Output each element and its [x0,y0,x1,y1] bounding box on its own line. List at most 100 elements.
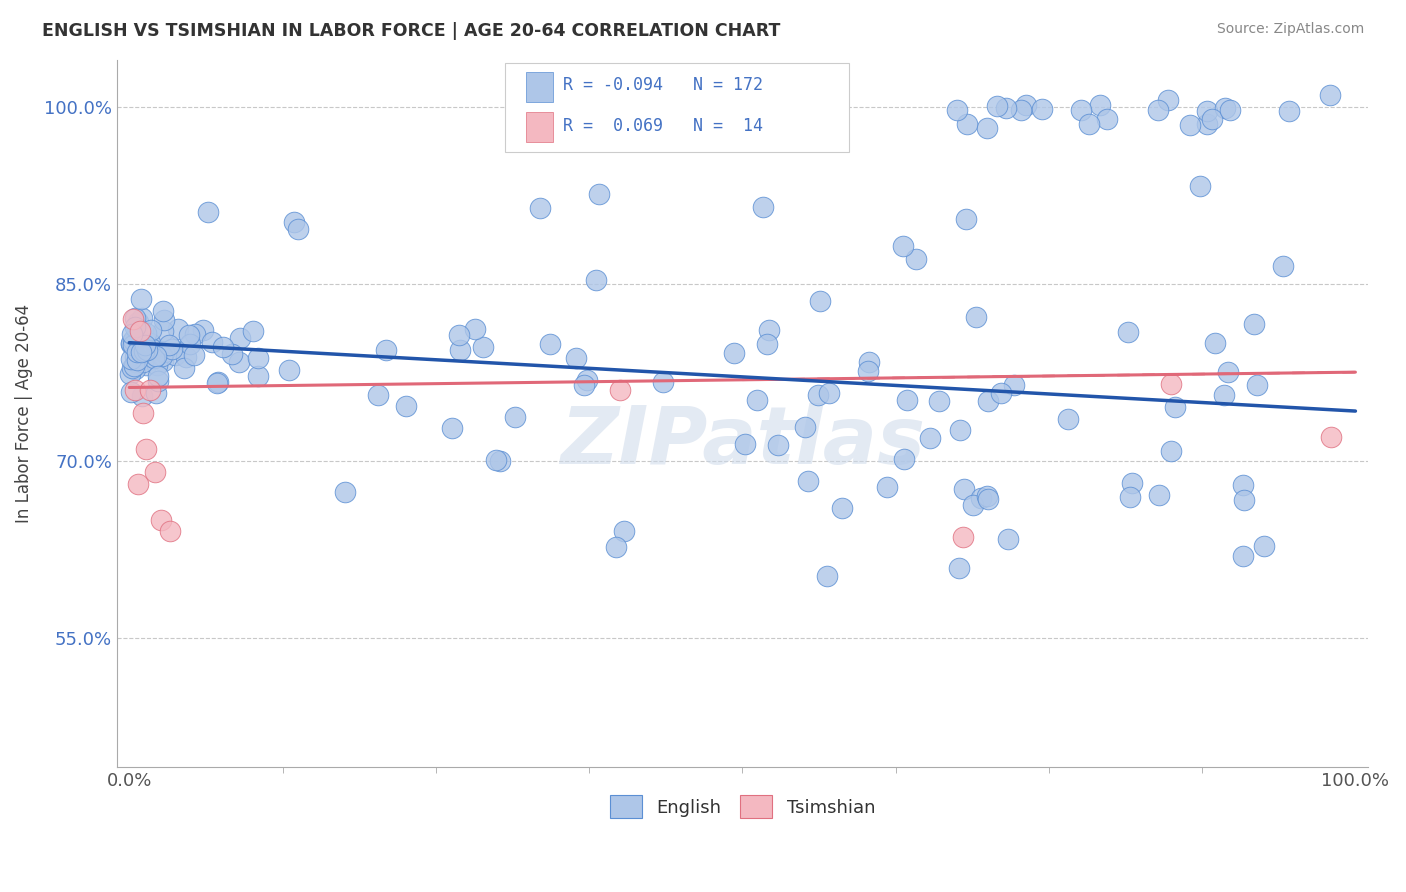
Point [283,215,305,229]
Point [472,340,495,354]
Point [129,292,152,306]
Point [896,393,918,408]
Point [153,344,176,359]
Point [122,333,145,347]
Point [127,342,149,356]
Point [143,351,166,365]
Point [287,221,309,235]
Point [120,336,142,351]
Point [758,323,780,337]
Point [152,354,174,368]
Point [333,485,356,500]
Point [277,363,299,377]
Point [159,524,181,539]
Point [1010,103,1032,118]
Point [1178,118,1201,132]
Point [120,368,142,382]
Point [131,389,153,403]
Point [1232,477,1254,491]
FancyBboxPatch shape [526,72,554,102]
Point [246,351,269,366]
Point [574,378,596,392]
Point [990,385,1012,400]
Text: Source: ZipAtlas.com: Source: ZipAtlas.com [1216,22,1364,37]
Point [132,406,155,420]
Point [201,335,224,350]
Point [173,361,195,376]
Point [485,453,508,467]
Text: ZIPatlas: ZIPatlas [560,402,925,481]
Point [125,323,148,337]
Point [160,342,183,356]
Point [538,337,561,351]
Point [1160,444,1182,458]
Point [1201,112,1223,127]
Point [891,239,914,253]
Point [831,501,853,516]
Point [122,359,145,373]
Point [395,399,418,413]
Point [1121,475,1143,490]
Point [124,361,146,376]
FancyBboxPatch shape [505,63,849,152]
Point [652,376,675,390]
Point [946,103,969,117]
Point [1088,98,1111,112]
Point [986,99,1008,113]
Point [150,512,173,526]
Point [121,327,143,342]
Point [127,477,149,491]
Point [585,272,607,286]
Point [367,388,389,402]
Point [150,349,173,363]
Point [139,323,162,337]
Point [905,252,928,267]
Point [1119,490,1142,504]
Point [124,310,146,325]
Point [184,326,207,341]
Point [1056,412,1078,426]
Point [723,346,745,360]
Point [1278,103,1301,118]
Point [131,355,153,369]
Point [956,117,979,131]
Point [1031,103,1053,117]
Point [1164,400,1187,414]
Point [125,355,148,369]
Point [193,323,215,337]
Point [977,393,1000,408]
Point [131,311,153,326]
Point [1116,325,1139,339]
Point [995,101,1018,115]
Point [856,364,879,378]
Point [207,375,229,389]
Point [221,347,243,361]
Point [197,205,219,219]
Point [1070,103,1092,118]
Point [1212,388,1234,402]
Point [141,342,163,356]
Point [148,374,170,388]
Point [121,338,143,352]
Point [893,452,915,467]
Point [955,212,977,227]
Point [794,419,817,434]
Point [124,319,146,334]
Point [1219,103,1241,117]
Point [120,352,142,367]
Point [143,466,166,480]
Point [1320,430,1343,444]
Point [146,368,169,383]
Point [807,388,830,402]
Point [135,442,157,456]
Point [751,200,773,214]
Point [135,326,157,341]
Point [505,409,527,424]
Point [876,480,898,494]
Point [797,474,820,488]
Point [1147,488,1170,502]
Point [1189,178,1212,193]
Point [136,343,159,357]
Point [152,304,174,318]
Point [1160,376,1182,391]
